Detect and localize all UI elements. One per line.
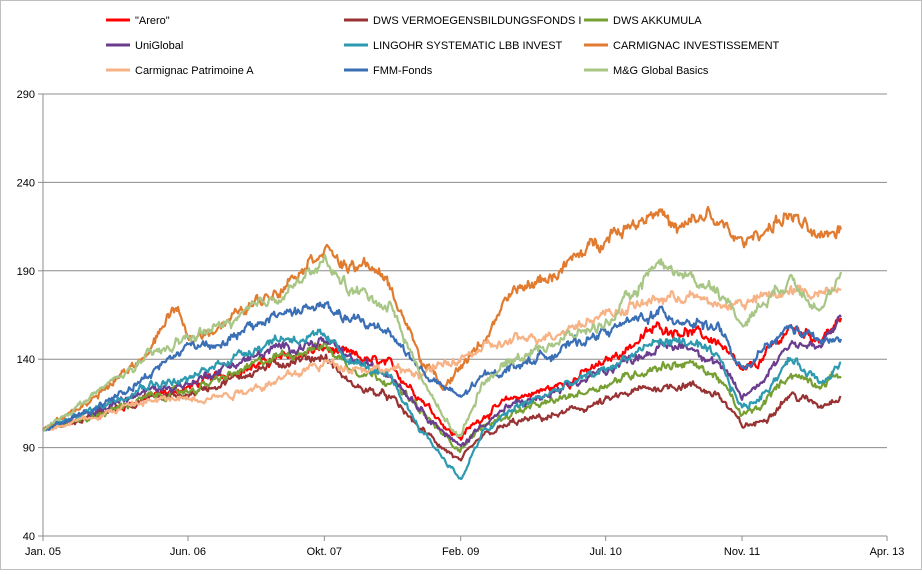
legend: "Arero" DWS VERMOEGENSBILDUNGSFONDS I DWS … — [106, 15, 780, 77]
legend-label: DWS AKKUMULA — [613, 15, 702, 27]
legend-label: "Arero" — [135, 15, 170, 27]
legend-label: CARMIGNAC INVESTISSEMENT — [613, 40, 780, 52]
axis-layer: 40 90 140 190 240 290 Jan. 05 Jun. 06 Okt. 07 Feb… — [17, 89, 905, 558]
legend-entry-2: DWS VERMOEGENSBILDUNGSFONDS I — [344, 15, 581, 27]
legend-entry-4: UniGlobal — [106, 40, 183, 52]
series-line-5 — [42, 328, 842, 481]
y-tick-label: 240 — [17, 177, 35, 189]
x-tick-label: Jul. 10 — [589, 546, 621, 558]
series-line-1 — [42, 316, 843, 441]
y-tick-label: 40 — [23, 531, 35, 543]
legend-label: LINGOHR SYSTEMATIC LBB INVEST — [373, 40, 563, 52]
legend-entry-1: "Arero" — [106, 15, 170, 27]
legend-entry-7: Carmignac Patrimoine A — [106, 65, 254, 77]
legend-label: Carmignac Patrimoine A — [135, 65, 254, 77]
grid-layer — [43, 93, 887, 449]
y-tick-label: 190 — [17, 266, 35, 278]
x-tick-label: Apr. 13 — [870, 546, 905, 558]
x-tick-label: Jan. 05 — [25, 546, 61, 558]
legend-entry-9: M&G Global Basics — [584, 65, 709, 77]
y-tick-label: 140 — [17, 354, 35, 366]
series-line-8 — [42, 301, 843, 432]
x-tick-label: Okt. 07 — [307, 546, 342, 558]
x-tick-label: Jun. 06 — [170, 546, 206, 558]
legend-label: DWS VERMOEGENSBILDUNGSFONDS I — [373, 15, 581, 27]
legend-label: UniGlobal — [135, 40, 183, 52]
y-tick-label: 290 — [17, 89, 35, 101]
legend-entry-8: FMM-Fonds — [344, 65, 433, 77]
legend-entry-5: LINGOHR SYSTEMATIC LBB INVEST — [344, 40, 563, 52]
series-line-2 — [42, 352, 842, 462]
series-line-4 — [42, 314, 842, 448]
series-line-3 — [42, 341, 842, 454]
legend-label: M&G Global Basics — [613, 65, 709, 77]
legend-entry-6: CARMIGNAC INVESTISSEMENT — [584, 40, 780, 52]
legend-entry-3: DWS AKKUMULA — [584, 15, 702, 27]
series-line-7 — [42, 284, 842, 432]
x-tick-label: Nov. 11 — [724, 546, 760, 558]
legend-label: FMM-Fonds — [373, 65, 433, 77]
series-layer — [42, 205, 843, 481]
x-tick-label: Feb. 09 — [442, 546, 479, 558]
series-line-9 — [42, 254, 843, 438]
series-line-6 — [42, 205, 843, 431]
y-tick-label: 90 — [23, 443, 35, 455]
